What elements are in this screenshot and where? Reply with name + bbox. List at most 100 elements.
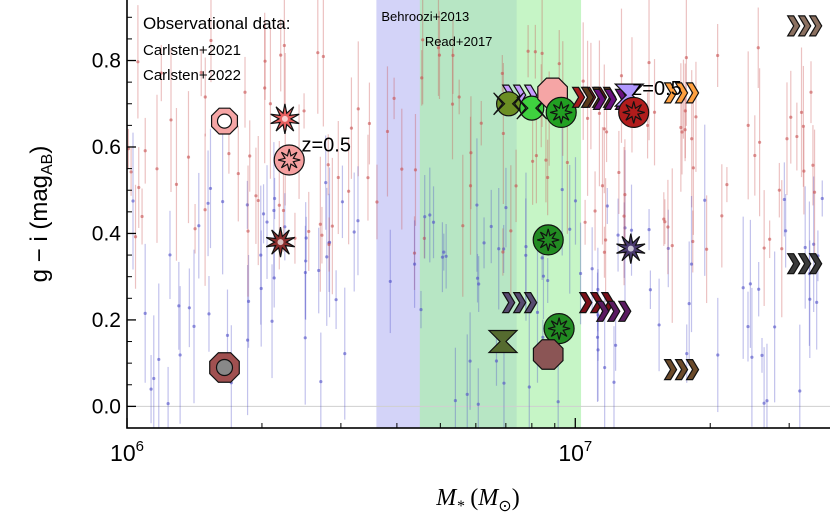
obs-point	[227, 152, 231, 156]
obs-point	[320, 233, 324, 237]
obs-point	[773, 325, 777, 329]
obs-point	[277, 203, 281, 207]
obs-point	[581, 79, 585, 83]
obs-point	[497, 247, 501, 251]
obs-point	[820, 196, 824, 201]
obs-point	[666, 225, 670, 229]
obs-point	[585, 116, 590, 120]
obs-point	[206, 201, 210, 205]
obs-point	[509, 229, 513, 233]
obs-point	[272, 208, 276, 213]
obs-point	[152, 376, 156, 381]
obs-point	[578, 271, 583, 276]
obs-point	[616, 233, 620, 237]
obs-point	[272, 276, 276, 280]
obs-point	[716, 353, 720, 357]
obs-point	[753, 153, 757, 158]
obs-point	[169, 118, 173, 122]
sim-point-arrow	[578, 292, 615, 314]
obs-point	[746, 324, 750, 329]
obs-point	[356, 219, 360, 223]
obs-point	[281, 208, 286, 213]
obs-point	[670, 244, 674, 248]
obs-point	[282, 43, 286, 48]
obs-point	[684, 56, 688, 60]
obs-point	[131, 199, 135, 203]
obs-point	[245, 203, 249, 207]
obs-point	[461, 224, 465, 228]
obs-point	[143, 311, 147, 315]
obs-point	[317, 268, 321, 273]
obs-point	[645, 123, 650, 128]
obs-point	[725, 183, 729, 187]
obs-point	[208, 186, 213, 191]
obs-point	[595, 335, 600, 339]
sim-point-star-circle	[543, 313, 575, 345]
obs-point	[758, 140, 762, 144]
y-tick-label: 0.2	[92, 309, 121, 332]
obs-point	[540, 256, 544, 260]
obs-point	[246, 299, 251, 303]
obs-point	[225, 333, 230, 337]
obs-point	[236, 171, 240, 176]
obs-point	[307, 229, 311, 234]
obs-point	[174, 182, 179, 186]
obs-point	[468, 359, 472, 363]
obs-point	[157, 357, 161, 362]
obs-point	[159, 71, 163, 75]
obs-point	[259, 286, 263, 291]
obs-point	[303, 270, 307, 275]
obs-point	[254, 194, 258, 198]
sim-point-arrow	[663, 359, 700, 381]
obs-point	[263, 59, 267, 63]
obs-point	[193, 227, 197, 231]
obs-point	[648, 288, 652, 292]
obs-point	[494, 359, 499, 363]
obs-point	[720, 214, 724, 218]
sim-point-arrow	[663, 82, 700, 104]
obs-point	[593, 209, 597, 213]
obs-point	[565, 160, 569, 165]
obs-point	[265, 220, 269, 224]
obs-point	[324, 181, 328, 185]
obs-point	[431, 220, 436, 224]
obs-point	[603, 365, 607, 370]
obs-point	[801, 124, 805, 128]
obs-point	[428, 213, 432, 217]
obs-point	[199, 70, 203, 75]
obs-point	[203, 208, 207, 212]
obs-point	[750, 355, 754, 359]
obs-point	[302, 109, 306, 113]
ticks-layer: 0.0 0.2 0.4 0.6 0.8 106 107	[92, 16, 790, 466]
obs-point	[259, 253, 263, 257]
obs-point	[802, 169, 806, 173]
sim-point-hourglass	[487, 329, 519, 354]
obs-point	[268, 102, 273, 106]
obs-point	[283, 225, 287, 229]
obs-point	[789, 115, 793, 119]
obs-point	[137, 185, 141, 190]
obs-point	[367, 121, 372, 126]
y-tick-label: 0.4	[92, 222, 122, 245]
obs-point	[450, 102, 455, 106]
obs-point	[136, 60, 140, 64]
obs-point	[703, 198, 707, 202]
obs-point	[705, 247, 709, 251]
obs-point	[440, 255, 445, 259]
sim-point-star-circle	[545, 96, 577, 129]
sim-point-star	[265, 226, 296, 258]
obs-point	[444, 254, 448, 258]
obs-point	[422, 236, 426, 240]
obs-point	[629, 228, 634, 232]
obs-point	[347, 189, 351, 193]
obs-point	[808, 297, 812, 301]
obs-point	[256, 198, 260, 203]
obs-point	[437, 53, 442, 57]
obs-point	[504, 206, 508, 210]
obs-point	[604, 130, 609, 134]
axes-frame	[126, 0, 830, 429]
obs-point	[760, 353, 764, 357]
obs-point	[604, 238, 608, 242]
obs-point	[605, 204, 609, 208]
